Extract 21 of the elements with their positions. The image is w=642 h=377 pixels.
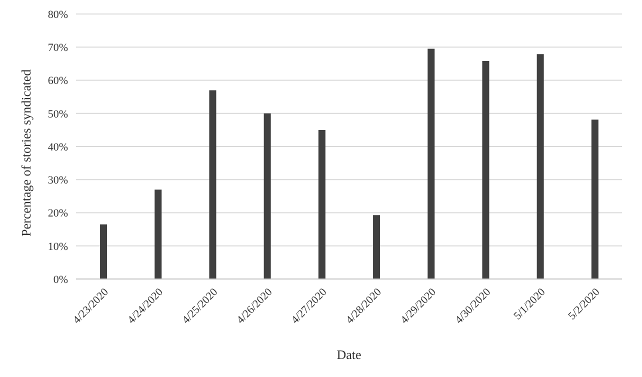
y-tick-label: 20% <box>48 208 68 220</box>
y-tick-label: 30% <box>48 174 68 187</box>
y-tick-label: 80% <box>48 8 68 21</box>
y-tick-label: 60% <box>48 75 68 88</box>
bar <box>536 54 544 279</box>
bar <box>428 48 435 279</box>
x-axis-title: Date <box>336 347 362 362</box>
bar <box>264 113 271 279</box>
y-tick-label: 0% <box>53 274 68 286</box>
y-tick-label: 70% <box>48 42 68 54</box>
y-tick-label: 50% <box>48 108 68 120</box>
y-tick-label: 10% <box>48 240 68 253</box>
bar <box>154 190 162 279</box>
bar <box>591 120 598 279</box>
bar <box>482 61 490 279</box>
y-axis-title: Percentage of stories syndicated <box>18 68 34 236</box>
y-tick-label: 40% <box>48 141 68 154</box>
bar <box>209 90 216 279</box>
bar <box>373 215 380 279</box>
bar <box>100 224 108 279</box>
bar <box>318 130 326 279</box>
